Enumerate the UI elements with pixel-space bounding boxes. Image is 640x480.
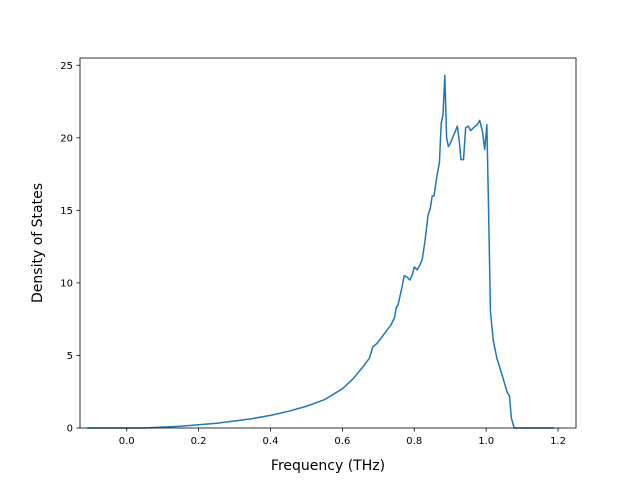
y-axis: 0 5 10 15 20 25 xyxy=(60,61,80,435)
y-tick-label: 25 xyxy=(60,61,73,72)
y-tick-label: 0 xyxy=(67,424,73,435)
x-tick-label: 0.2 xyxy=(191,436,207,447)
plot-background xyxy=(80,58,576,428)
series-line-layer xyxy=(87,74,555,429)
x-tick-label: 0.8 xyxy=(406,436,422,447)
x-tick-label: 0.6 xyxy=(334,436,350,447)
x-tick-label: 1.2 xyxy=(550,436,566,447)
y-axis-label: Density of States xyxy=(30,183,46,303)
y-tick-label: 15 xyxy=(60,206,73,217)
x-tick-label: 0.0 xyxy=(119,436,135,447)
x-axis: 0.0 0.2 0.4 0.6 0.8 1.0 1.2 xyxy=(119,428,566,447)
y-tick-label: 10 xyxy=(60,278,73,289)
x-axis-label: Frequency (THz) xyxy=(271,458,385,474)
y-tick-label: 20 xyxy=(60,133,73,144)
plot-frame xyxy=(79,57,577,429)
dos-series-line xyxy=(87,74,555,429)
x-tick-label: 0.4 xyxy=(263,436,279,447)
y-tick-label: 5 xyxy=(67,351,73,362)
x-tick-label: 1.0 xyxy=(478,436,494,447)
